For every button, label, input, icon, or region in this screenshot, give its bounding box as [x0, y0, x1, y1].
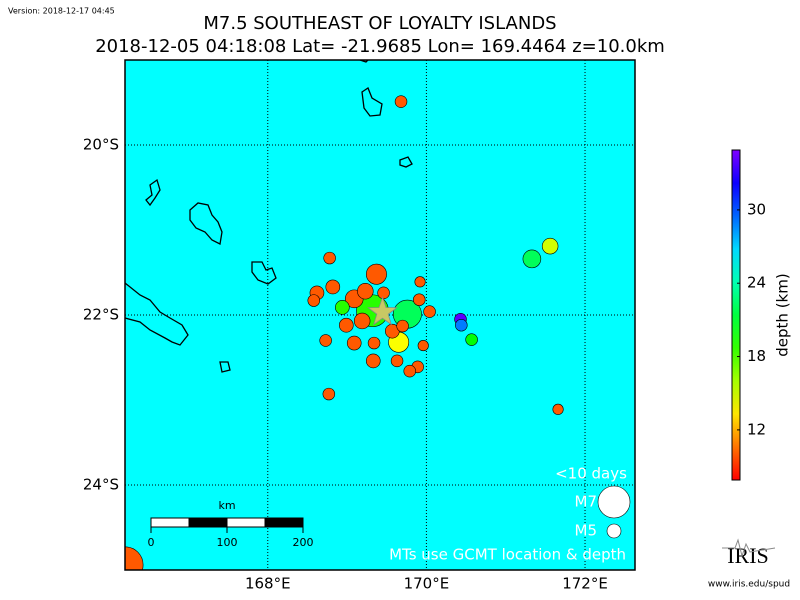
- legend-title: <10 days: [555, 465, 627, 483]
- event: [522, 249, 542, 269]
- event: [455, 318, 468, 332]
- event: [365, 353, 381, 369]
- event: [390, 354, 404, 368]
- legend-label: M7: [575, 493, 598, 511]
- scale-segment: [188, 517, 228, 528]
- map-frame: [124, 59, 636, 571]
- x-tick-label: 168°E: [245, 575, 291, 593]
- y-tick-label: 24°S: [83, 476, 119, 494]
- event: [417, 340, 429, 352]
- event: [325, 279, 341, 295]
- colorbar-tick-label: 30: [747, 200, 766, 218]
- x-tick-label: 170°E: [404, 575, 450, 593]
- legend-label: M5: [575, 522, 598, 540]
- event: [353, 312, 371, 330]
- event: [413, 293, 426, 306]
- event: [465, 333, 478, 346]
- event: [338, 317, 354, 333]
- event: [125, 546, 144, 570]
- event: [323, 251, 336, 265]
- scale-segment: [226, 517, 266, 528]
- event: [346, 335, 362, 351]
- colorbar-tick-label: 12: [747, 420, 766, 438]
- event: [552, 403, 564, 415]
- event: [319, 334, 332, 347]
- event: [394, 95, 408, 108]
- scale-segment: [150, 517, 190, 528]
- colorbar: [731, 149, 741, 481]
- colorbar-tick-label: 24: [747, 274, 766, 292]
- title: M7.5 SOUTHEAST OF LOYALTY ISLANDS: [203, 13, 556, 34]
- logo: IRIS: [727, 543, 769, 568]
- event: [541, 237, 559, 255]
- scale-segment: [264, 517, 304, 528]
- event: [414, 276, 426, 288]
- legend-note: MTs use GCMT location & depth: [389, 546, 626, 564]
- event: [396, 319, 409, 333]
- event: [403, 364, 416, 378]
- scale-unit: km: [218, 499, 235, 512]
- event: [357, 282, 374, 300]
- legend-size: [597, 485, 631, 519]
- subtitle: 2018-12-05 04:18:08 Lat= -21.9685 Lon= 1…: [95, 36, 665, 57]
- url: www.iris.edu/spud: [708, 580, 790, 590]
- version: Version: 2018-12-17 04:45: [8, 7, 115, 16]
- event: [307, 294, 321, 307]
- x-tick-label: 172°E: [562, 575, 608, 593]
- event: [365, 263, 387, 285]
- scale-label: 200: [293, 536, 314, 549]
- y-tick-label: 22°S: [83, 306, 119, 324]
- event: [367, 336, 381, 350]
- event: [335, 300, 350, 315]
- y-tick-label: 20°S: [83, 136, 119, 154]
- logo-wave: [722, 538, 776, 558]
- event: [423, 305, 436, 318]
- event: [377, 286, 390, 300]
- colorbar-tick-label: 18: [747, 347, 766, 365]
- scale-label: 0: [148, 536, 155, 549]
- legend-size: [606, 523, 622, 539]
- colorbar-label: depth (km): [774, 273, 792, 356]
- coastlines: [125, 60, 413, 373]
- event: [322, 387, 336, 401]
- mainshock-star: [367, 296, 398, 326]
- scale-label: 100: [217, 536, 238, 549]
